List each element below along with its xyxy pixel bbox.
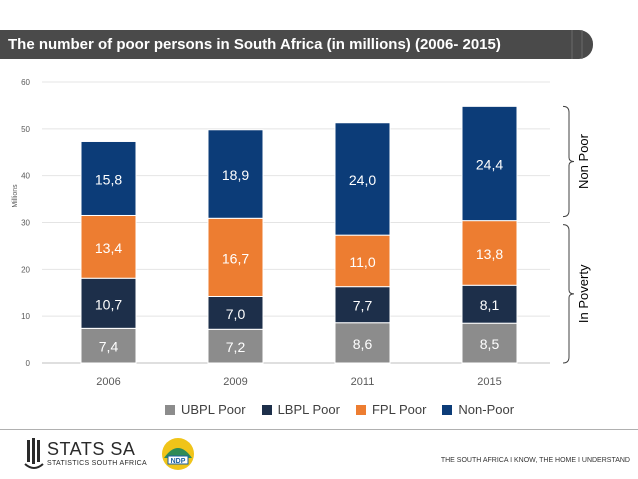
bar-segment [461, 105, 518, 222]
bar-segment [207, 217, 264, 297]
legend-swatch [261, 404, 272, 415]
stats-sa-name: STATS SA [47, 439, 136, 459]
data-label: 11,0 [349, 254, 375, 270]
y-axis-label: Millions [12, 184, 19, 208]
stats-sa-logo: STATS SA STATISTICS SOUTH AFRICA [24, 438, 154, 472]
bar-segment [80, 140, 137, 216]
legend-item: UBPL Poor [165, 402, 246, 417]
ndp-logo: NDP [162, 438, 194, 470]
data-label: 7,4 [99, 339, 119, 355]
bar-segment [461, 322, 518, 364]
data-label: 8,1 [480, 297, 500, 313]
legend-label: Non-Poor [458, 402, 515, 417]
y-tick-label: 40 [21, 172, 30, 181]
legend: UBPL Poor LBPL Poor FPL Poor Non-Poor [165, 402, 514, 417]
legend-swatch [442, 404, 453, 415]
y-tick-label: 10 [21, 312, 30, 321]
bar-segment [207, 129, 264, 219]
bar-segment [334, 234, 391, 288]
footer-tagline: THE SOUTH AFRICA I KNOW, THE HOME I UNDE… [440, 457, 630, 464]
data-label: 24,4 [476, 156, 503, 172]
title-bar: The number of poor persons in South Afri… [0, 30, 593, 59]
legend-label: FPL Poor [371, 402, 427, 417]
y-tick-label: 0 [26, 359, 31, 368]
annotation-non-poor: Non Poor [576, 133, 591, 189]
data-label: 10,7 [95, 296, 122, 312]
in-poverty-brace [562, 224, 575, 364]
legend-label: UBPL Poor [181, 402, 246, 417]
y-tick-label: 20 [21, 265, 30, 274]
data-label: 7,2 [226, 339, 246, 355]
x-tick-label: 2015 [477, 376, 501, 388]
annotation-in-poverty: In Poverty [576, 264, 591, 323]
non-poor-brace [562, 105, 575, 218]
data-label: 24,0 [349, 172, 376, 188]
legend-swatch [165, 404, 175, 415]
legend-item: LBPL Poor [261, 402, 340, 417]
legend-item: Non-Poor [442, 402, 514, 417]
x-tick-label: 2006 [96, 376, 120, 388]
legend-swatch [355, 404, 366, 415]
bar-segment [461, 284, 518, 324]
bar-segment [334, 122, 391, 236]
y-tick-label: 50 [21, 125, 30, 134]
bar-segment [334, 286, 391, 324]
stats-sa-emblem-icon [24, 438, 44, 469]
bar-segment [461, 220, 518, 286]
stats-sa-subtitle: STATISTICS SOUTH AFRICA [47, 460, 147, 467]
y-tick-label: 60 [21, 78, 30, 87]
footer-divider [0, 429, 638, 430]
ndp-label: NDP [171, 458, 186, 465]
data-label: 18,9 [222, 167, 249, 183]
legend-item: FPL Poor [355, 402, 427, 417]
y-tick-label: 30 [21, 219, 30, 228]
data-label: 8,6 [353, 336, 373, 352]
x-tick-label: 2011 [351, 376, 375, 388]
legend-label: LBPL Poor [277, 402, 340, 417]
data-label: 7,7 [353, 298, 373, 314]
stacked-bar-chart: 0 10 20 30 40 50 60 Millions 7,4 10,7 13,4 15,8 2006… [12, 78, 591, 388]
chart-title: The number of poor persons in South Afri… [8, 36, 501, 53]
x-tick-label: 2009 [223, 376, 247, 388]
data-label: 15,8 [95, 171, 122, 187]
data-label: 7,0 [226, 306, 246, 322]
data-label: 13,4 [95, 240, 122, 256]
data-label: 8,5 [480, 336, 500, 352]
bar-segment [207, 295, 264, 330]
title-decoration [571, 30, 583, 59]
data-label: 16,7 [222, 250, 249, 266]
data-label: 13,8 [476, 246, 503, 262]
